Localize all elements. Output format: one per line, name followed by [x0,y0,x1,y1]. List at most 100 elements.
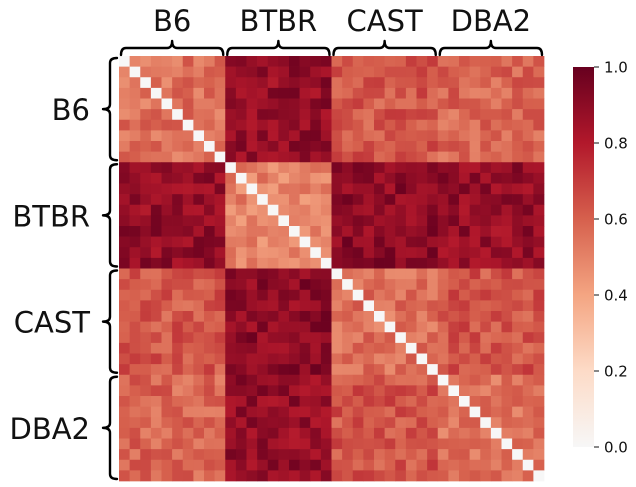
heatmap-cell [246,289,258,301]
heatmap-cell [140,77,152,89]
heatmap-cell [235,236,247,248]
heatmap-cell [352,417,364,429]
heatmap-cell [395,257,407,269]
heatmap-cell [310,109,322,121]
heatmap-cell [374,396,385,407]
heatmap-cell [437,268,449,280]
heatmap-cell [257,385,269,397]
heatmap-cell [416,109,428,121]
heatmap-cell [533,183,545,195]
heatmap-cell [140,449,152,461]
heatmap-cell [352,311,364,322]
heatmap-cell [533,151,545,163]
heatmap-cell [214,141,226,152]
heatmap-cell [363,417,375,429]
heatmap-cell [161,374,173,386]
heatmap-cell [299,87,311,99]
heatmap-cell [480,109,492,121]
heatmap-cell [214,87,226,99]
heatmap-cell [342,364,354,376]
heatmap-cell [257,77,269,89]
heatmap-cell [459,56,470,67]
heatmap-cell [331,247,343,259]
heatmap-cell [522,470,534,482]
heatmap-cell [310,172,322,184]
heatmap-cell [246,98,258,110]
heatmap-cell [257,141,269,152]
heatmap-cell [299,204,311,216]
heatmap-cell [289,56,300,67]
heatmap-cell [299,226,311,237]
heatmap-cell [267,279,279,291]
heatmap-cell [331,204,343,216]
heatmap-cell [384,342,396,354]
heatmap-cell [320,130,332,142]
heatmap-cell [214,151,226,163]
heatmap-cell [129,194,141,206]
heatmap-cell [235,311,247,322]
heatmap-cell [522,427,534,439]
heatmap-cell [119,374,130,386]
left-brace-b6 [101,56,119,162]
heatmap-cell [533,289,545,301]
heatmap-cell [172,109,184,121]
heatmap-cell [533,66,545,78]
heatmap-cell [278,279,290,291]
heatmap-cell [214,374,226,386]
heatmap-cell [119,438,130,450]
heatmap-cell [416,321,428,333]
heatmap-cell [384,311,396,322]
heatmap-cell [384,438,396,450]
heatmap-cell [204,449,215,461]
heatmap-cell [278,406,290,418]
heatmap-cell [448,247,460,259]
heatmap-cell [448,162,460,174]
heatmap-cell [533,130,545,142]
heatmap-cell [267,172,279,184]
heatmap-cell [225,56,237,67]
heatmap-cell [235,374,247,386]
heatmap-cell [140,396,152,407]
heatmap-cell [225,364,237,376]
top-brace-dba2 [438,39,544,57]
heatmap-cell [384,183,396,195]
heatmap-cell [501,311,513,322]
heatmap-cell [405,470,417,482]
heatmap-cell [331,438,343,450]
heatmap-cell [289,130,300,142]
heatmap-cell [342,204,354,216]
heatmap-cell [352,321,364,333]
heatmap-cell [129,162,141,174]
heatmap-cell [490,449,502,461]
heatmap-cell [182,98,194,110]
heatmap-cell [512,427,524,439]
heatmap-cell [204,162,215,174]
heatmap-cell [363,226,375,237]
heatmap-cell [140,98,152,110]
heatmap-cell [140,374,152,386]
heatmap-cell [331,470,343,482]
heatmap-cell [204,321,215,333]
heatmap-cell [129,77,141,89]
heatmap-cell [352,342,364,354]
heatmap-cell [384,417,396,429]
heatmap-cell [310,194,322,206]
heatmap-cell [310,87,322,99]
heatmap-cell [480,162,492,174]
heatmap-cell [374,470,385,482]
heatmap-cell [480,268,492,280]
heatmap-cell [384,385,396,397]
heatmap-cell [352,289,364,301]
heatmap-cell [299,162,311,174]
heatmap-cell [246,151,258,163]
heatmap-cell [480,311,492,322]
heatmap-cell [342,289,354,301]
heatmap-cell [490,311,502,322]
heatmap-cell [246,183,258,195]
heatmap-cell [204,151,215,163]
heatmap-cell [342,56,354,67]
heatmap-cell [214,172,226,184]
heatmap-cell [533,109,545,121]
heatmap-cell [342,427,354,439]
